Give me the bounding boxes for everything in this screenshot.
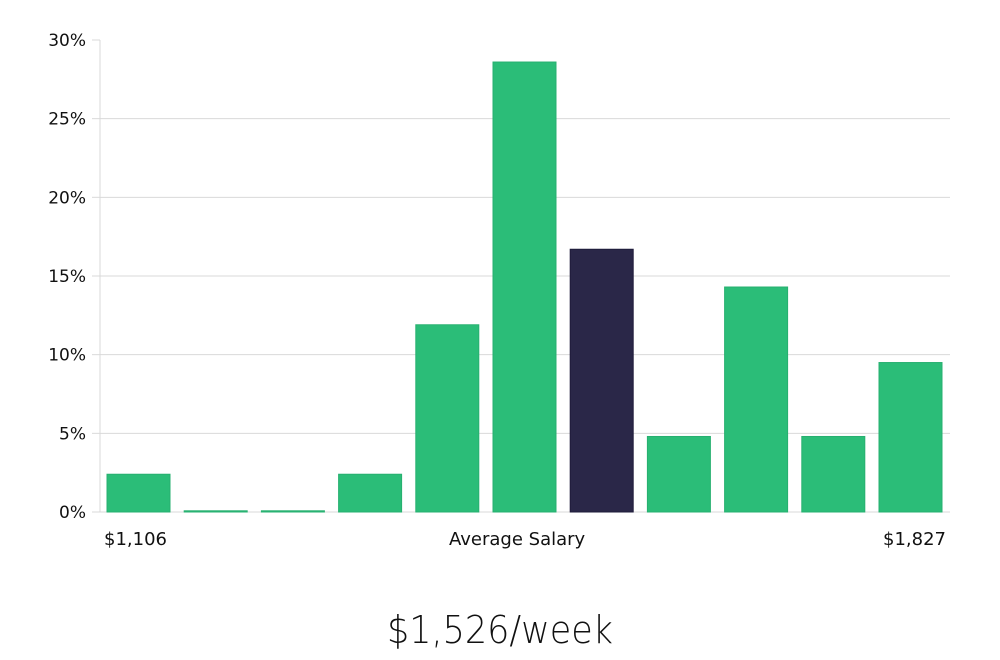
y-tick-label: 5% (59, 424, 86, 444)
bar (338, 473, 403, 513)
bar (106, 473, 171, 513)
bar-highlight (569, 248, 634, 513)
bar (183, 510, 248, 513)
y-tick-label: 25% (48, 110, 86, 130)
x-axis-max-label: $1,827 (883, 529, 946, 550)
y-tick-label: 0% (59, 503, 86, 523)
bar (801, 435, 866, 513)
bar (260, 510, 325, 513)
bars (106, 61, 943, 513)
y-tick-label: 15% (48, 267, 86, 287)
bar (492, 61, 557, 513)
x-axis-title: Average Salary (449, 529, 586, 550)
bar (724, 286, 789, 513)
bar (415, 324, 480, 513)
y-tick-label: 30% (48, 31, 86, 51)
average-salary-headline: $1,526/week (387, 608, 613, 652)
y-tick-label: 20% (48, 188, 86, 208)
y-tick-label: 10% (48, 346, 86, 366)
x-axis-min-label: $1,106 (104, 529, 167, 550)
bar (646, 435, 711, 513)
bar (878, 362, 943, 513)
